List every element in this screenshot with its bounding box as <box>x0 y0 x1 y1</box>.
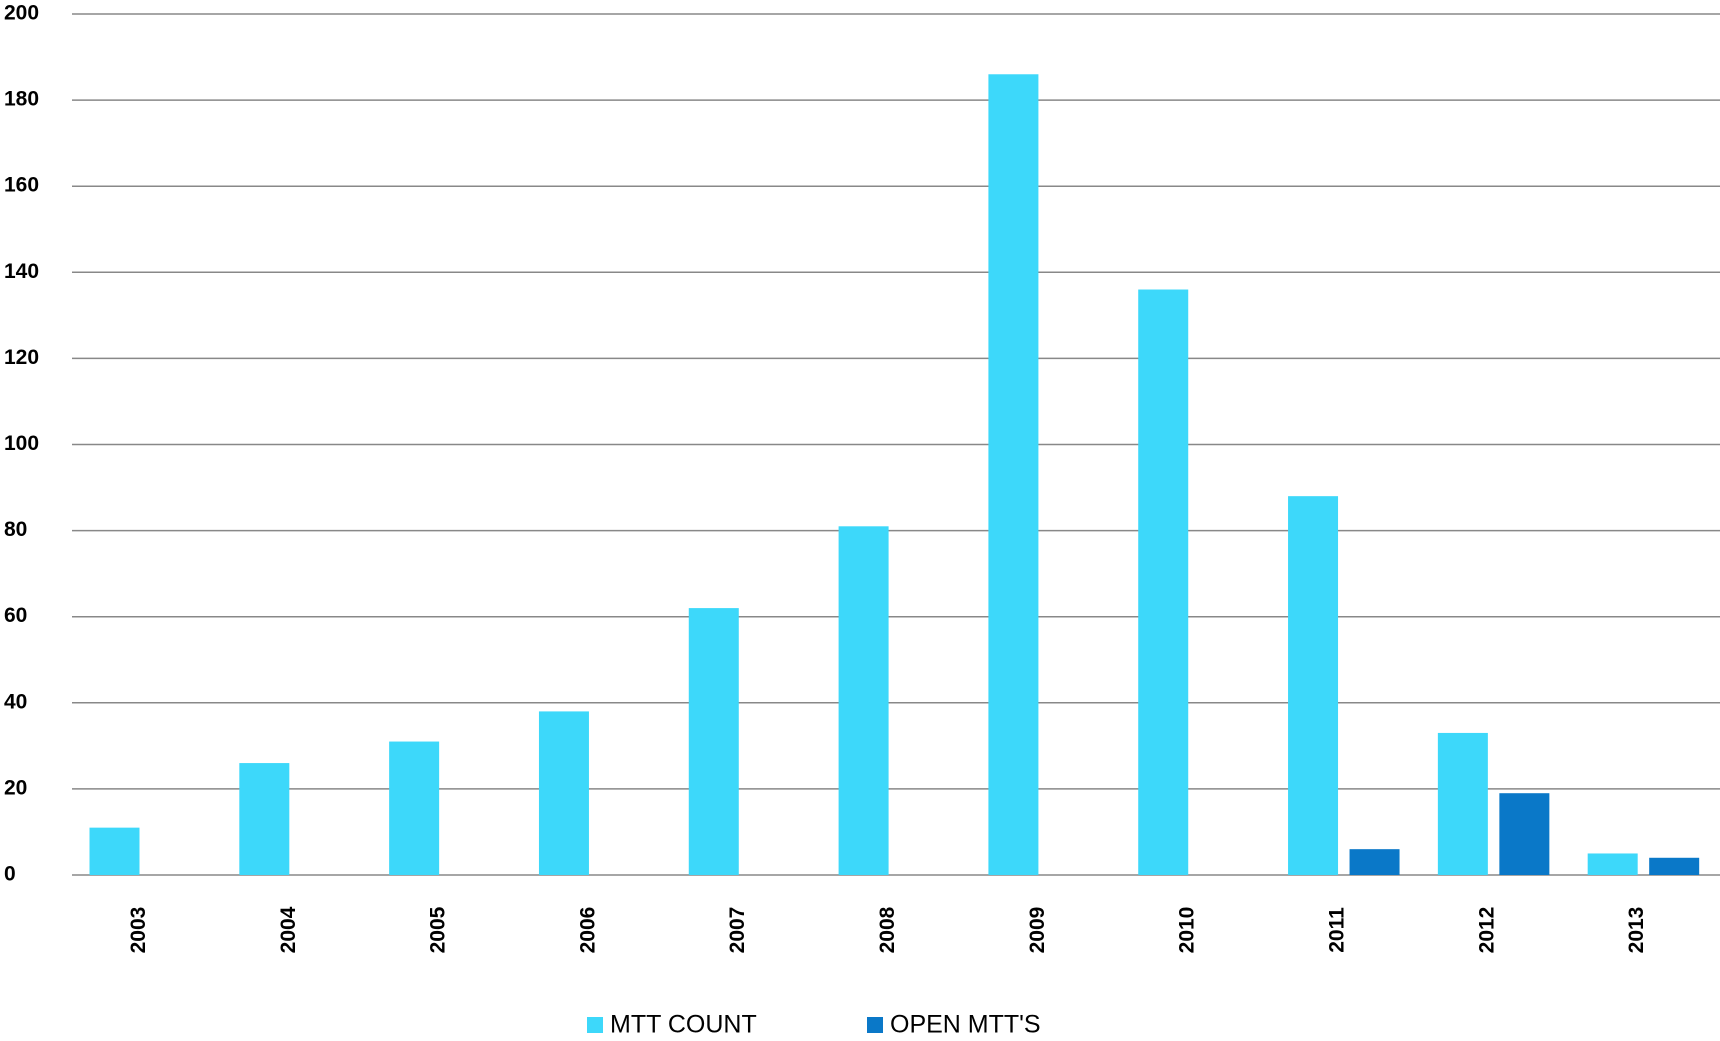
y-tick-label: 0 <box>4 863 16 886</box>
x-tick-label: 2010 <box>1176 907 1199 954</box>
legend-label: OPEN MTT'S <box>890 1011 1041 1039</box>
x-tick-label: 2012 <box>1475 907 1498 954</box>
x-tick-label: 2009 <box>1026 907 1049 954</box>
bar <box>988 74 1039 875</box>
bar <box>1138 289 1189 875</box>
bar <box>838 526 889 875</box>
y-tick-label: 100 <box>4 432 39 455</box>
y-tick-label: 40 <box>4 690 27 713</box>
y-tick-label: 20 <box>4 776 27 799</box>
x-tick-label: 2006 <box>576 907 599 954</box>
y-tick-label: 200 <box>4 2 39 25</box>
y-tick-label: 140 <box>4 260 39 283</box>
x-tick-label: 2003 <box>127 907 150 954</box>
bar <box>389 741 440 875</box>
bar <box>1499 793 1550 875</box>
y-tick-label: 60 <box>4 604 27 627</box>
legend-swatch <box>867 1017 883 1033</box>
x-tick-label: 2005 <box>427 906 450 953</box>
legend-label: MTT COUNT <box>610 1011 757 1039</box>
y-tick-label: 120 <box>4 346 39 369</box>
x-tick-label: 2008 <box>876 906 899 953</box>
bar <box>89 827 140 875</box>
bar <box>688 608 739 875</box>
bar <box>239 763 290 875</box>
bar <box>1649 857 1700 875</box>
y-tick-label: 80 <box>4 518 27 541</box>
legend-swatch <box>587 1017 603 1033</box>
bar <box>1587 853 1638 875</box>
y-tick-label: 160 <box>4 174 39 197</box>
y-tick-label: 180 <box>4 88 39 111</box>
bar <box>1288 496 1339 875</box>
bar <box>1349 849 1400 875</box>
bar <box>1437 732 1488 875</box>
x-tick-label: 2007 <box>726 907 749 954</box>
x-tick-label: 2011 <box>1326 907 1349 953</box>
bar <box>538 711 589 875</box>
x-tick-label: 2013 <box>1625 907 1648 954</box>
x-tick-label: 2004 <box>277 906 300 953</box>
